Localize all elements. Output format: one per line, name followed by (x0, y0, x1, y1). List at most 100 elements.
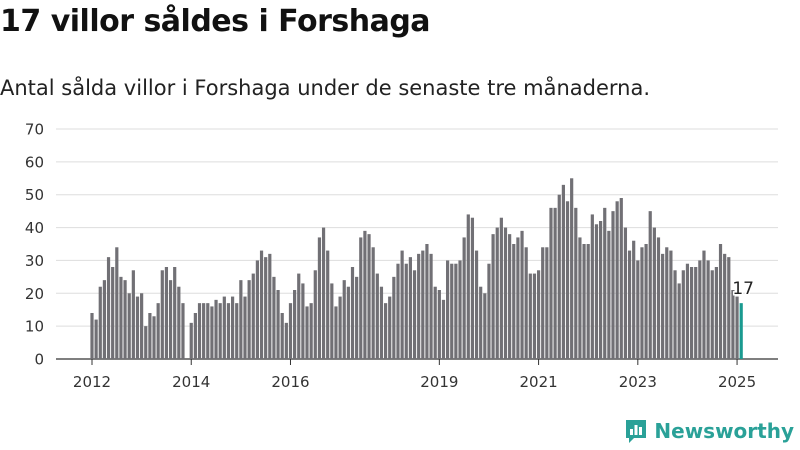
bar (425, 244, 429, 359)
bar (404, 263, 408, 359)
bar (462, 237, 466, 359)
bar (102, 280, 107, 359)
bar (669, 250, 673, 359)
bar (148, 313, 152, 359)
bar (421, 250, 425, 359)
bar (437, 290, 441, 359)
bar (503, 227, 508, 359)
bar (202, 303, 206, 359)
bar (156, 303, 160, 359)
bar (272, 276, 276, 359)
bar (276, 290, 280, 359)
bar (197, 303, 202, 359)
bar (301, 283, 305, 359)
bar (627, 250, 632, 359)
bar (123, 280, 127, 359)
bar (491, 234, 495, 359)
bar (694, 267, 698, 359)
bar (536, 270, 541, 359)
bar (710, 270, 714, 359)
bar (268, 253, 272, 359)
bar (243, 296, 247, 359)
y-tick-label: 70 (25, 121, 44, 139)
bar (412, 270, 417, 359)
bar (545, 247, 549, 359)
bar (532, 273, 537, 359)
bar (400, 250, 404, 359)
bar (681, 270, 685, 359)
bar (251, 273, 255, 359)
x-tick-label: 2014 (172, 373, 210, 391)
bar (363, 230, 367, 359)
bar (636, 260, 640, 359)
bar (334, 306, 338, 359)
bar (193, 313, 197, 359)
x-tick-label: 2019 (420, 373, 458, 391)
y-tick-label: 40 (25, 219, 44, 237)
bar (181, 303, 185, 359)
bar (206, 303, 210, 359)
bar (594, 224, 599, 359)
bar (528, 273, 532, 359)
bar (723, 253, 727, 359)
bar (359, 237, 363, 359)
bar (623, 227, 628, 359)
bar (305, 306, 309, 359)
bar (379, 286, 384, 359)
bar (673, 270, 677, 359)
bar (632, 240, 636, 359)
bar (255, 260, 259, 359)
bar (644, 244, 648, 359)
bar (516, 237, 520, 359)
bar (607, 230, 611, 359)
bar (450, 263, 454, 359)
x-tick-label: 2021 (519, 373, 557, 391)
bar (508, 234, 512, 359)
bar (553, 207, 557, 359)
bar (735, 296, 739, 359)
bar (574, 207, 578, 359)
bar (239, 280, 243, 359)
bar (317, 237, 322, 359)
bar (578, 237, 582, 359)
bar (106, 257, 111, 359)
bar (321, 227, 326, 359)
value-annotation: 17 (732, 279, 754, 299)
bar (466, 214, 470, 359)
bar (383, 303, 388, 359)
bar (280, 313, 284, 359)
bar (371, 247, 375, 359)
bar (247, 280, 251, 359)
bar (483, 293, 487, 359)
bar (470, 217, 475, 359)
bar (718, 244, 723, 359)
y-tick-label: 10 (25, 318, 44, 336)
bar (677, 283, 681, 359)
bar (582, 244, 586, 359)
bar (94, 319, 98, 359)
bar (293, 290, 297, 359)
bar (119, 276, 123, 359)
bar (661, 253, 665, 359)
bar (140, 293, 144, 359)
bar (586, 244, 590, 359)
bar (561, 184, 565, 359)
bar (218, 303, 222, 359)
chart-title: 17 villor såldes i Forshaga (0, 4, 431, 39)
bar (127, 293, 131, 359)
bars (90, 178, 743, 359)
bar (429, 253, 433, 359)
y-tick-label: 30 (25, 252, 44, 270)
y-tick-label: 60 (25, 153, 44, 171)
bar (346, 286, 350, 359)
bar (164, 267, 169, 359)
bar (226, 303, 231, 359)
bar (152, 316, 156, 359)
bar (235, 303, 239, 359)
bar (619, 198, 623, 359)
bar (135, 296, 140, 359)
bar (656, 237, 661, 359)
x-tick-label: 2023 (619, 373, 657, 391)
bar (214, 299, 218, 359)
bar (342, 280, 346, 359)
